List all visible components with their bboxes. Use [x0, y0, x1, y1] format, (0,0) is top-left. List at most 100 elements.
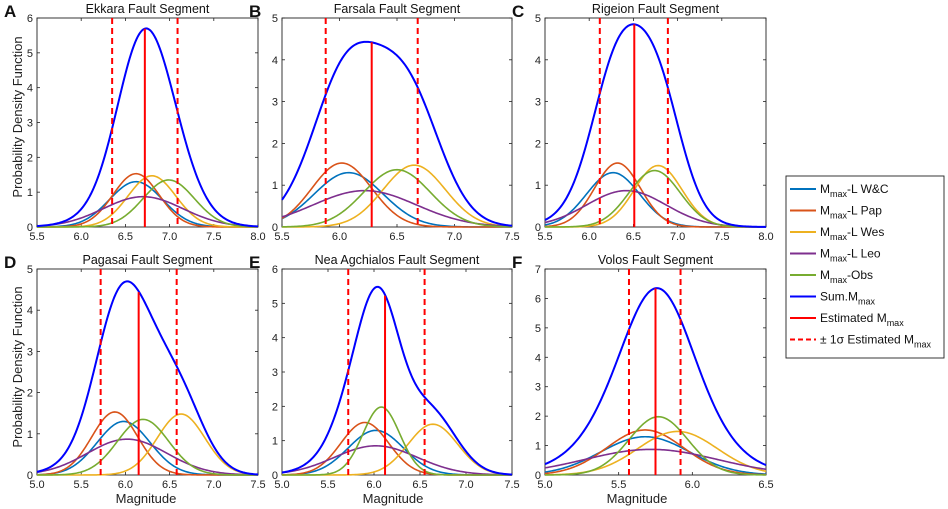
legend-label-sub: max — [887, 318, 905, 328]
series-line-5 — [281, 168, 513, 228]
series-line-4 — [36, 195, 259, 228]
legend-label-sub: max — [830, 189, 848, 199]
y-tick-label: 0 — [27, 222, 33, 234]
y-tick-label: 2 — [27, 152, 33, 164]
y-tick-label: 0 — [535, 222, 541, 234]
x-tick-label: 7.0 — [458, 479, 473, 491]
x-tick-label: 5.0 — [274, 479, 289, 491]
legend-label-main: M — [820, 204, 830, 218]
legend-label-7: Estimated Mmax — [820, 311, 904, 328]
y-tick-label: 5 — [27, 264, 33, 276]
panel-d: 5.0 5.5 6.0 6.5 7.0 7.5 0 1 2 3 4 5 Pagasai Fault Se… — [4, 253, 266, 491]
y-tick-label: 0 — [535, 470, 541, 482]
panel-title: Ekkara Fault Segment — [86, 2, 210, 16]
y-tick-label: 6 — [27, 13, 33, 25]
series-line-2 — [281, 162, 512, 228]
legend-label-2: Mmax-L Pap — [820, 204, 882, 221]
y-tick-label: 0 — [272, 470, 278, 482]
y-tick-label: 4 — [27, 83, 33, 95]
series-line-3 — [37, 413, 259, 476]
sum-curve — [544, 23, 767, 228]
sum-curve — [281, 285, 513, 476]
y-tick-label: 2 — [535, 138, 541, 150]
x-tick-label: 8.0 — [758, 231, 773, 243]
legend-label-8: ± 1σ Estimated Mmax — [820, 333, 932, 350]
y-tick-label: 3 — [272, 97, 278, 109]
y-tick-label: 1 — [535, 441, 541, 453]
legend-label-rest: -L Wes — [847, 225, 884, 239]
series-line-4 — [281, 189, 513, 228]
y-tick-label: 6 — [272, 264, 278, 276]
sum-curve — [36, 27, 259, 228]
panel-letter: E — [249, 253, 260, 272]
series-line-5 — [282, 406, 512, 476]
panel-title: Volos Fault Segment — [598, 253, 714, 267]
y-tick-label: 1 — [27, 429, 33, 441]
x-tick-label: 6.0 — [685, 479, 700, 491]
x-tick-label: 5.0 — [537, 479, 552, 491]
x-tick-label: 6.5 — [412, 479, 427, 491]
x-axis-title-e: Magnitude — [363, 491, 424, 506]
legend-label-main: Estimated M — [820, 311, 887, 325]
x-tick-label: 5.5 — [537, 231, 552, 243]
y-tick-label: 0 — [27, 470, 33, 482]
legend-label-sub: max — [830, 254, 848, 264]
x-tick-label: 6.0 — [332, 231, 347, 243]
y-axis-title-bottom: Probability Density Function — [10, 286, 25, 447]
y-tick-label: 0 — [272, 222, 278, 234]
panel-c: 5.5 6.0 6.5 7.0 7.5 8.0 0 1 2 3 4 5 Rigeion Fault Se… — [512, 2, 774, 243]
series-line-4 — [544, 189, 767, 228]
y-axis-title-top: Probability Density Function — [10, 36, 25, 197]
y-tick-label: 2 — [535, 411, 541, 423]
y-tick-label: 3 — [27, 346, 33, 358]
legend-label-rest: -Obs — [847, 268, 873, 282]
sum-curve — [36, 280, 259, 476]
legend-label-main: ± 1σ Estimated M — [820, 333, 914, 347]
x-tick-label: 6.5 — [758, 479, 773, 491]
y-tick-label: 1 — [272, 180, 278, 192]
legend-box — [785, 175, 945, 359]
legend-label-sub: max — [914, 340, 932, 350]
x-tick-label: 5.5 — [611, 479, 626, 491]
y-tick-label: 5 — [535, 323, 541, 335]
panel-title: Nea Agchialos Fault Segment — [315, 253, 480, 267]
y-tick-label: 3 — [535, 382, 541, 394]
y-tick-label: 1 — [27, 187, 33, 199]
y-tick-label: 5 — [27, 48, 33, 60]
panel-letter: C — [512, 2, 524, 21]
legend-label-4: Mmax-L Leo — [820, 247, 881, 264]
x-tick-label: 6.0 — [74, 231, 89, 243]
y-tick-label: 4 — [535, 352, 541, 364]
y-tick-label: 1 — [535, 180, 541, 192]
legend-label-sub: max — [830, 232, 848, 242]
legend-label-rest: -L W&C — [847, 182, 889, 196]
series-line-3 — [545, 164, 766, 228]
x-tick-label: 7.5 — [504, 231, 519, 243]
y-tick-label: 3 — [535, 97, 541, 109]
axes-box — [281, 268, 513, 476]
x-tick-label: 7.5 — [714, 231, 729, 243]
panel-title: Pagasai Fault Segment — [83, 253, 213, 267]
panel-letter: B — [249, 2, 261, 21]
x-tick-label: 5.5 — [29, 231, 44, 243]
legend-label-rest: -L Leo — [847, 247, 881, 261]
x-tick-label: 6.0 — [582, 231, 597, 243]
series-line-5 — [37, 418, 258, 476]
y-tick-label: 2 — [27, 388, 33, 400]
series-line-3 — [282, 164, 513, 228]
y-tick-label: 2 — [272, 401, 278, 413]
y-tick-label: 4 — [27, 305, 33, 317]
axes-box — [544, 17, 767, 228]
legend-label-sub: max — [858, 297, 876, 307]
sum-curve — [281, 40, 513, 227]
series-line-1 — [36, 180, 258, 228]
legend-label-main: M — [820, 225, 830, 239]
panel-title: Rigeion Fault Segment — [592, 2, 720, 16]
panel-a: 5.5 6.0 6.5 7.0 7.5 8.0 0 1 2 3 4 5 6 Ekkara Fault Se… — [4, 2, 266, 243]
x-tick-label: 5.5 — [74, 479, 89, 491]
x-tick-label: 7.5 — [250, 479, 265, 491]
series-line-1 — [36, 420, 258, 476]
y-tick-label: 5 — [535, 13, 541, 25]
